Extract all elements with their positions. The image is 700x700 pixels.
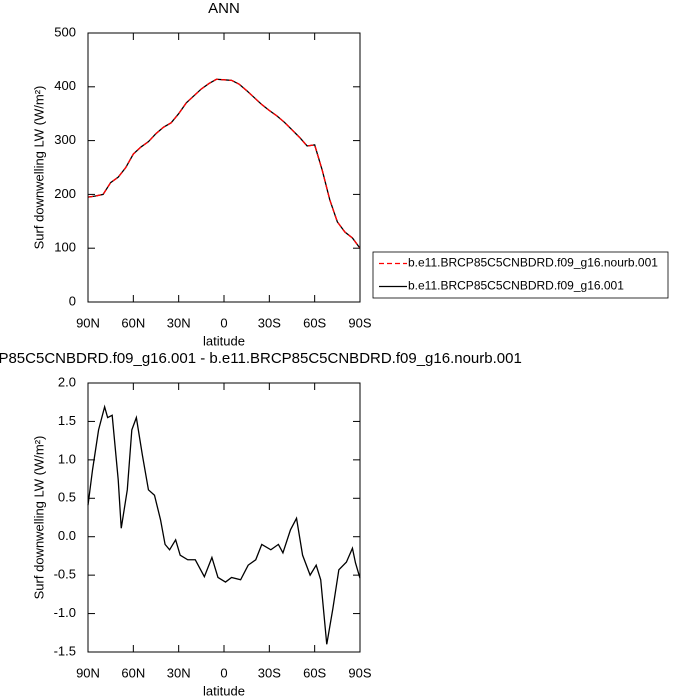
legend-label: b.e11.BRCP85C5CNBDRD.f09_g16.nourb.001	[408, 256, 658, 270]
x-tick-label: 60S	[303, 665, 326, 680]
x-tick-label: 90S	[348, 315, 371, 330]
x-tick-label: 30N	[167, 665, 191, 680]
data-line	[87, 404, 361, 645]
y-axis-label: Surf downwelling LW (W/m²)	[31, 86, 46, 250]
data-line	[87, 78, 361, 249]
y-tick-label: -1.5	[54, 643, 76, 658]
plot-frame	[87, 32, 361, 303]
y-tick-label: 200	[54, 186, 76, 201]
x-tick-label: 90N	[76, 665, 100, 680]
x-tick-label: 30S	[258, 315, 281, 330]
x-tick-label: 90N	[76, 315, 100, 330]
x-tick-label: 90S	[348, 665, 371, 680]
plot-frame	[87, 382, 361, 653]
legend-box	[372, 251, 669, 299]
x-tick-label: 30S	[258, 665, 281, 680]
data-line	[87, 78, 361, 249]
x-tick-label: 60N	[121, 665, 145, 680]
y-tick-label: 500	[54, 24, 76, 39]
y-tick-label: 1.0	[58, 451, 76, 466]
y-tick-label: -0.5	[54, 567, 76, 582]
x-tick-label: 60S	[303, 315, 326, 330]
y-tick-label: 100	[54, 240, 76, 255]
x-axis-label: latitude	[203, 333, 245, 348]
y-tick-label: 2.0	[58, 374, 76, 389]
chart-title: b.e11.BRCP85C5CNBDRD.f09_g16.001 - b.e11…	[0, 350, 522, 367]
legend-label: b.e11.BRCP85C5CNBDRD.f09_g16.001	[408, 279, 624, 293]
x-tick-label: 0	[220, 665, 227, 680]
x-tick-label: 0	[220, 315, 227, 330]
chart-title: ANN	[208, 0, 240, 17]
y-tick-label: 1.5	[58, 413, 76, 428]
x-axis-label: latitude	[203, 683, 245, 698]
y-tick-label: 300	[54, 132, 76, 147]
x-tick-label: 30N	[167, 315, 191, 330]
x-tick-label: 60N	[121, 315, 145, 330]
y-axis-label: Surf downwelling LW (W/m²)	[31, 436, 46, 600]
y-tick-label: -1.0	[54, 605, 76, 620]
y-tick-label: 0.0	[58, 528, 76, 543]
y-tick-label: 400	[54, 78, 76, 93]
y-tick-label: 0	[69, 293, 76, 308]
y-tick-label: 0.5	[58, 490, 76, 505]
